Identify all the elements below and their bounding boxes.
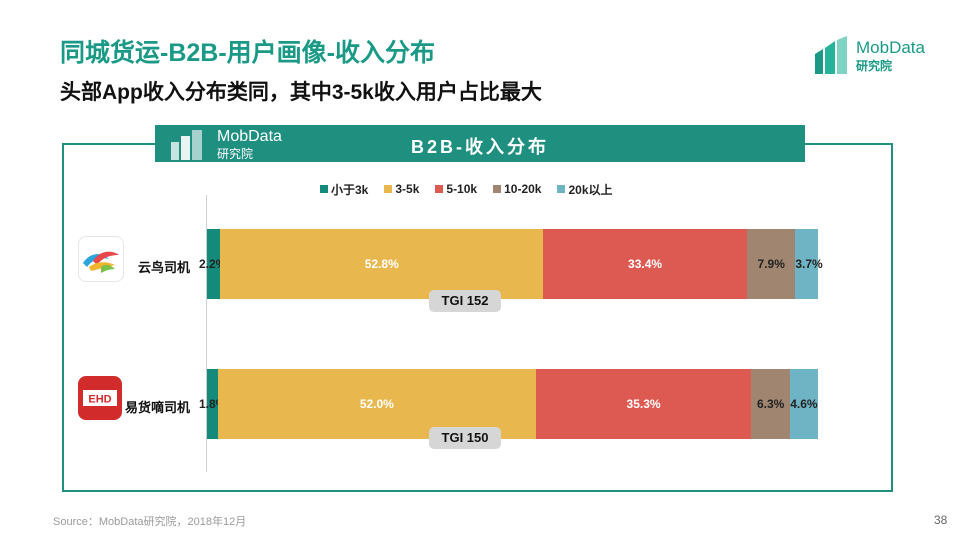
bar-value-label: 35.3% — [626, 397, 661, 411]
legend-item: 3-5k — [384, 182, 419, 196]
legend-label: 小于3k — [331, 182, 369, 197]
bar-row-yihuodi: 1.8% 52.0% 35.3% 6.3% 4.6% — [199, 369, 818, 439]
bar-segment: 35.3% — [535, 369, 752, 439]
chart-header-bar: MobData 研究院 B2B-收入分布 — [155, 125, 805, 162]
bar-segment: 4.6% — [789, 369, 818, 439]
chart-legend: 小于3k 3-5k 5-10k 10-20k 20k以上 — [320, 181, 613, 197]
bar-value-label: 2.2% — [199, 257, 227, 271]
legend-swatch — [384, 185, 393, 193]
legend-swatch — [557, 185, 566, 193]
bar-segment: 1.8% — [199, 369, 226, 439]
header-brand-name: MobData — [217, 128, 282, 145]
legend-item: 小于3k — [320, 181, 368, 198]
header-logo: MobData 研究院 — [169, 128, 299, 161]
brand-logo: MobData 研究院 — [815, 36, 935, 76]
bar-segment: 3.7% — [795, 229, 823, 299]
legend-item: 5-10k — [435, 182, 477, 196]
bar-value-label: 7.9% — [757, 257, 785, 271]
bar-value-label: 33.4% — [628, 257, 663, 271]
mobdata-header-logo-icon — [171, 130, 202, 160]
yihuodi-app-icon: EHD — [78, 376, 122, 420]
bar-value-label: 4.6% — [790, 397, 818, 411]
yunniao-app-icon — [78, 236, 124, 282]
bar-row-yunniao: 2.2% 52.8% 33.4% 7.9% 3.7% — [199, 229, 823, 299]
legend-label: 10-20k — [504, 182, 542, 196]
brand-name: MobData — [856, 38, 925, 57]
bar-value-label: 3.7% — [795, 257, 823, 271]
mobdata-logo-icon — [815, 36, 847, 74]
category-label-yunniao: 云鸟司机 — [138, 260, 191, 275]
bar-value-label: 6.3% — [756, 397, 785, 411]
tgi-badge-yunniao: TGI 152 — [429, 290, 501, 312]
category-label-yihuodi: 易货嘀司机 — [125, 400, 191, 415]
legend-label: 20k以上 — [568, 182, 613, 197]
bar-segment: 2.2% — [199, 229, 226, 299]
bar-segment: 6.3% — [751, 369, 790, 439]
page-subtitle: 头部App收入分布类同，其中3-5k收入用户占比最大 — [60, 81, 542, 104]
tgi-badge-yihuodi: TGI 150 — [429, 427, 501, 449]
header-brand-subtitle: 研究院 — [217, 147, 254, 161]
bar-segment: 7.9% — [747, 229, 796, 299]
legend-swatch — [320, 185, 328, 193]
page-number: 38 — [934, 513, 948, 527]
source-note: Source：MobData研究院，2018年12月 — [53, 516, 247, 528]
chart-axis-line — [206, 195, 207, 472]
chart-title: B2B-收入分布 — [410, 137, 549, 157]
svg-text:EHD: EHD — [88, 394, 111, 406]
bar-value-label: 52.0% — [359, 397, 394, 411]
legend-item: 20k以上 — [557, 181, 613, 198]
legend-item: 10-20k — [493, 182, 541, 196]
legend-label: 3-5k — [395, 182, 420, 196]
bar-segment: 33.4% — [543, 229, 748, 299]
legend-label: 5-10k — [446, 182, 478, 196]
page-title: 同城货运-B2B-用户画像-收入分布 — [60, 39, 435, 67]
bar-segment: 52.8% — [220, 229, 544, 299]
brand-subtitle: 研究院 — [856, 59, 893, 73]
legend-swatch — [493, 185, 502, 193]
legend-swatch — [435, 185, 444, 193]
bar-value-label: 52.8% — [364, 257, 399, 271]
